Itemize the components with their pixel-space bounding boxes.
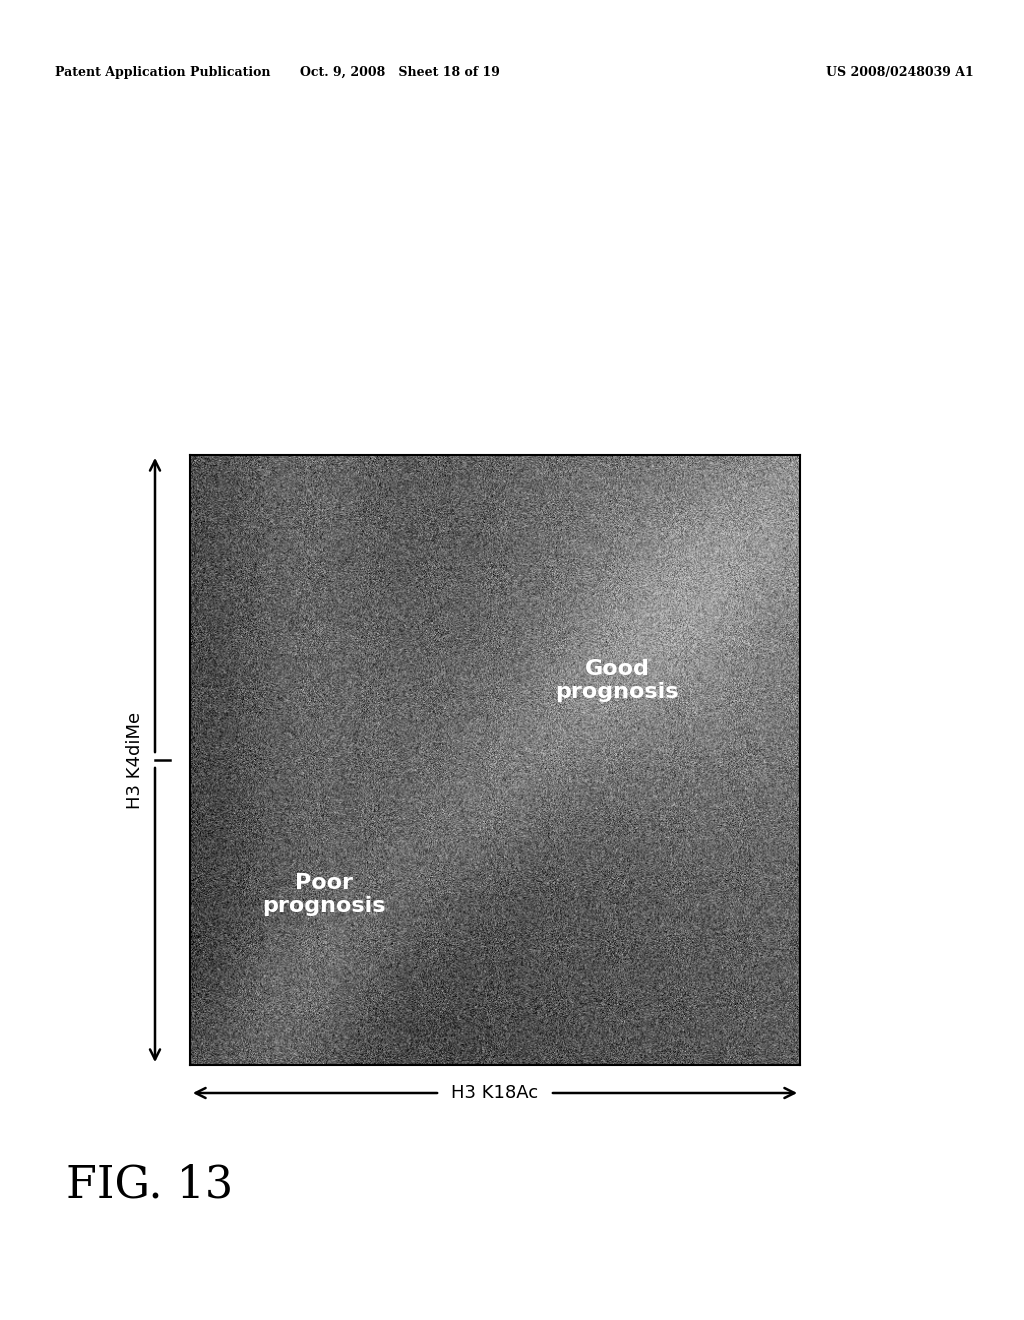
Text: Good
prognosis: Good prognosis xyxy=(555,659,679,702)
Text: US 2008/0248039 A1: US 2008/0248039 A1 xyxy=(826,66,974,78)
Text: Poor
prognosis: Poor prognosis xyxy=(262,873,386,916)
Text: H3 K18Ac: H3 K18Ac xyxy=(452,1084,539,1102)
Text: Patent Application Publication: Patent Application Publication xyxy=(55,66,270,78)
Text: Oct. 9, 2008   Sheet 18 of 19: Oct. 9, 2008 Sheet 18 of 19 xyxy=(300,66,500,78)
Text: FIG. 13: FIG. 13 xyxy=(67,1163,233,1206)
Text: H3 K4diMe: H3 K4diMe xyxy=(126,711,144,809)
